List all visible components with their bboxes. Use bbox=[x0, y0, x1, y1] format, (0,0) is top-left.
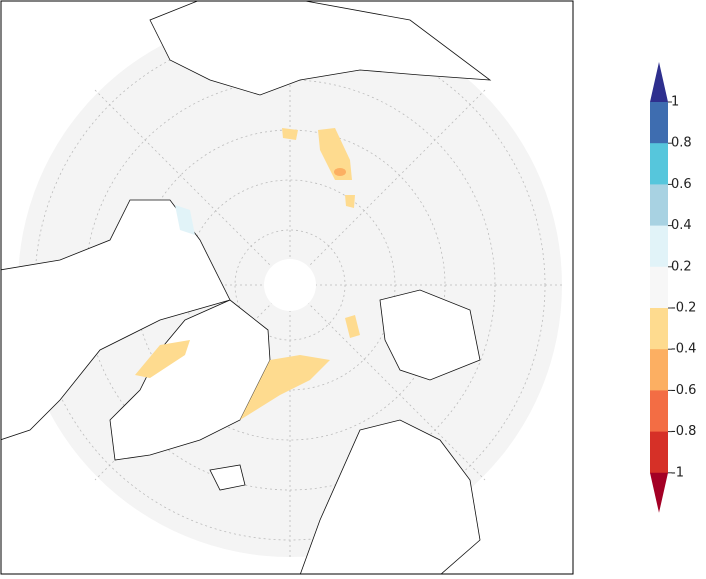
anomaly-regions bbox=[135, 128, 360, 420]
colorbar-tick-label: -0.8 bbox=[671, 424, 696, 439]
colorbar-tick-label: -0.6 bbox=[671, 383, 696, 398]
colorbar-segment bbox=[650, 308, 668, 350]
colorbar-tick-label: 0.4 bbox=[671, 218, 692, 233]
colorbar-segment bbox=[650, 431, 668, 474]
polar-map bbox=[1, 1, 565, 574]
colorbar-segment bbox=[650, 143, 668, 185]
colorbar-segment bbox=[650, 102, 668, 144]
colorbar-segment bbox=[650, 184, 668, 227]
pole-hole bbox=[264, 259, 316, 311]
colorbar-extend-over bbox=[650, 62, 668, 102]
colorbar-tick-label: -0.2 bbox=[671, 301, 696, 316]
colorbar-segment bbox=[650, 390, 668, 433]
colorbar-extend-under bbox=[650, 472, 668, 513]
colorbar-tick-label: 0.6 bbox=[671, 177, 692, 192]
colorbar-tick-label: 1 bbox=[671, 95, 679, 110]
colorbar-segment bbox=[650, 266, 668, 309]
land bbox=[1, 1, 492, 574]
colorbar-tick-label: 0.8 bbox=[671, 136, 692, 151]
colorbar-tick-label: 0.2 bbox=[671, 259, 692, 274]
colorbar-tick-label: -0.4 bbox=[671, 342, 696, 357]
colorbar-tick-label: -1 bbox=[671, 465, 684, 480]
colorbar-segment bbox=[650, 349, 668, 391]
colorbar-segment bbox=[650, 225, 668, 268]
colorbar: 1 0.8 0.6 0.4 0.2 -0.2 -0.4 -0.6 -0.8 -1 bbox=[650, 62, 696, 513]
map-frame bbox=[0, 0, 574, 575]
